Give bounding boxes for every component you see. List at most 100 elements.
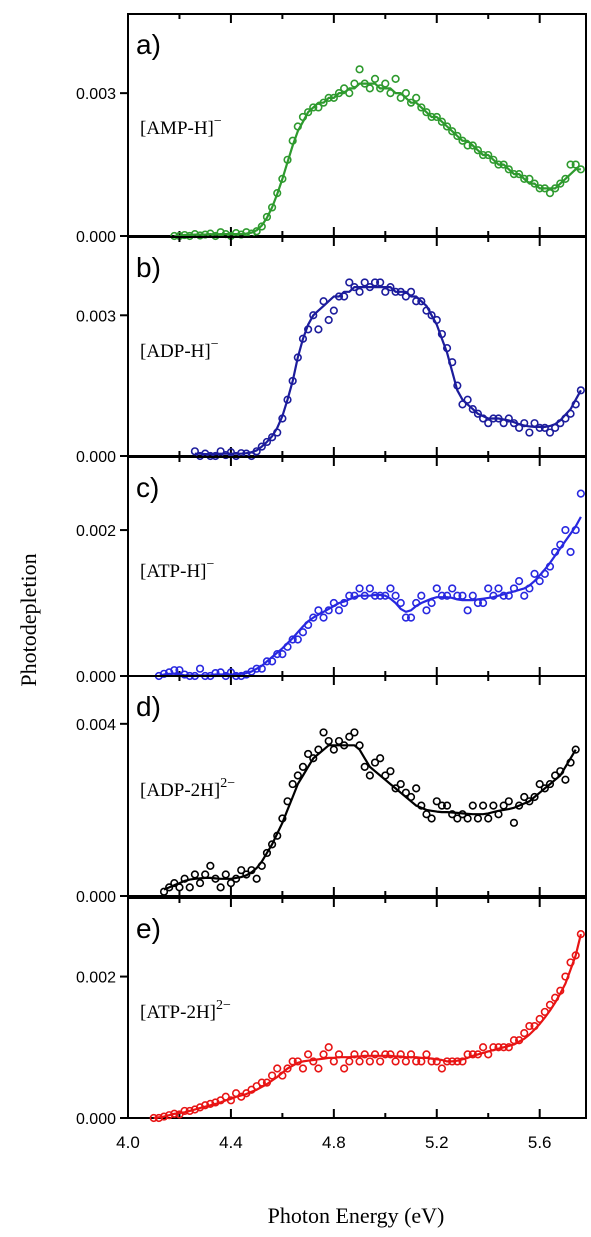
data-point	[324, 315, 333, 325]
data-point	[458, 591, 467, 600]
data-point	[334, 1050, 344, 1059]
data-point	[257, 222, 266, 231]
data-point	[237, 866, 246, 875]
data-point	[360, 278, 369, 287]
data-point	[298, 112, 308, 122]
data-point	[345, 278, 354, 287]
data-point	[293, 635, 302, 644]
data-point	[499, 591, 508, 600]
data-point	[494, 414, 503, 423]
data-point	[484, 814, 493, 823]
species-label: [ATP-2H]2−	[140, 998, 231, 1023]
y-tick-label: 0.000	[76, 229, 116, 246]
data-point	[432, 315, 441, 325]
data-point	[478, 801, 488, 810]
data-point	[391, 591, 400, 600]
data-point	[365, 283, 374, 292]
data-point	[566, 409, 575, 418]
data-point	[309, 311, 318, 320]
data-point	[226, 1096, 236, 1105]
data-point	[561, 525, 570, 535]
data-point	[401, 89, 410, 98]
y-tick-label: 0.000	[76, 449, 116, 466]
data-point	[520, 792, 529, 802]
data-point	[545, 562, 555, 571]
data-point	[422, 606, 431, 615]
data-point	[468, 801, 477, 810]
data-point	[273, 650, 282, 659]
data-point	[509, 818, 519, 827]
data-point	[293, 771, 302, 780]
data-point	[566, 958, 575, 967]
data-point	[463, 814, 472, 823]
data-point	[571, 160, 580, 169]
y-tick-label: 0.003	[76, 86, 116, 103]
data-point	[489, 414, 498, 423]
data-point	[417, 297, 426, 306]
data-point	[329, 745, 338, 754]
data-point	[478, 150, 488, 160]
data-point	[473, 598, 483, 608]
data-point	[257, 1078, 266, 1087]
data-point	[401, 613, 410, 622]
data-point	[525, 428, 534, 437]
data-point	[525, 1021, 534, 1031]
data-point	[324, 1043, 333, 1052]
data-point	[540, 184, 549, 193]
data-point	[417, 1057, 426, 1066]
panel-e: 0.000 0.002 e) [ATP-2H]2−	[76, 897, 587, 1128]
data-point	[262, 212, 272, 222]
data-point	[195, 664, 205, 673]
fit-line	[153, 933, 582, 1120]
data-point	[576, 386, 585, 395]
data-point	[298, 628, 308, 637]
data-point	[468, 141, 477, 150]
data-point	[504, 1043, 513, 1052]
panel-label: d)	[136, 691, 161, 722]
data-point	[175, 666, 184, 675]
data-point	[432, 797, 441, 806]
data-point	[422, 306, 431, 315]
data-point	[391, 784, 400, 793]
data-point	[417, 801, 426, 810]
data-point	[551, 771, 560, 780]
data-point	[417, 103, 426, 112]
data-point	[396, 287, 405, 296]
y-axis-label: Photodepletion	[16, 553, 41, 686]
x-axis-label: Photon Energy (eV)	[268, 1203, 445, 1228]
data-point	[185, 1106, 194, 1116]
data-point	[391, 287, 400, 296]
data-point	[309, 1057, 318, 1066]
data-point	[376, 84, 385, 93]
data-point	[401, 292, 410, 301]
data-point	[520, 419, 529, 428]
data-point	[494, 1043, 503, 1052]
data-point	[484, 1050, 493, 1059]
data-point	[324, 93, 333, 103]
data-point	[340, 598, 349, 608]
data-point	[329, 93, 338, 103]
data-point	[360, 1050, 369, 1059]
data-point	[242, 228, 251, 237]
data-point	[376, 754, 385, 763]
panel-label: b)	[136, 252, 161, 283]
data-point	[391, 1057, 400, 1066]
data-point	[406, 613, 416, 622]
data-point	[314, 325, 323, 334]
data-point	[551, 184, 560, 193]
data-point	[499, 419, 508, 428]
data-point	[556, 419, 565, 428]
panel-label: e)	[136, 913, 161, 944]
data-point	[427, 598, 436, 608]
data-point	[345, 732, 354, 741]
panel-a: 0.000 0.003 a) [AMP-H]−	[76, 13, 587, 246]
panel-frame	[127, 897, 587, 1119]
data-point	[458, 810, 467, 819]
data-point	[381, 287, 390, 296]
data-point	[422, 810, 431, 819]
data-point	[180, 230, 189, 240]
data-point	[324, 736, 333, 746]
data-point	[381, 1050, 390, 1059]
data-point	[437, 117, 447, 126]
data-point	[442, 591, 452, 600]
